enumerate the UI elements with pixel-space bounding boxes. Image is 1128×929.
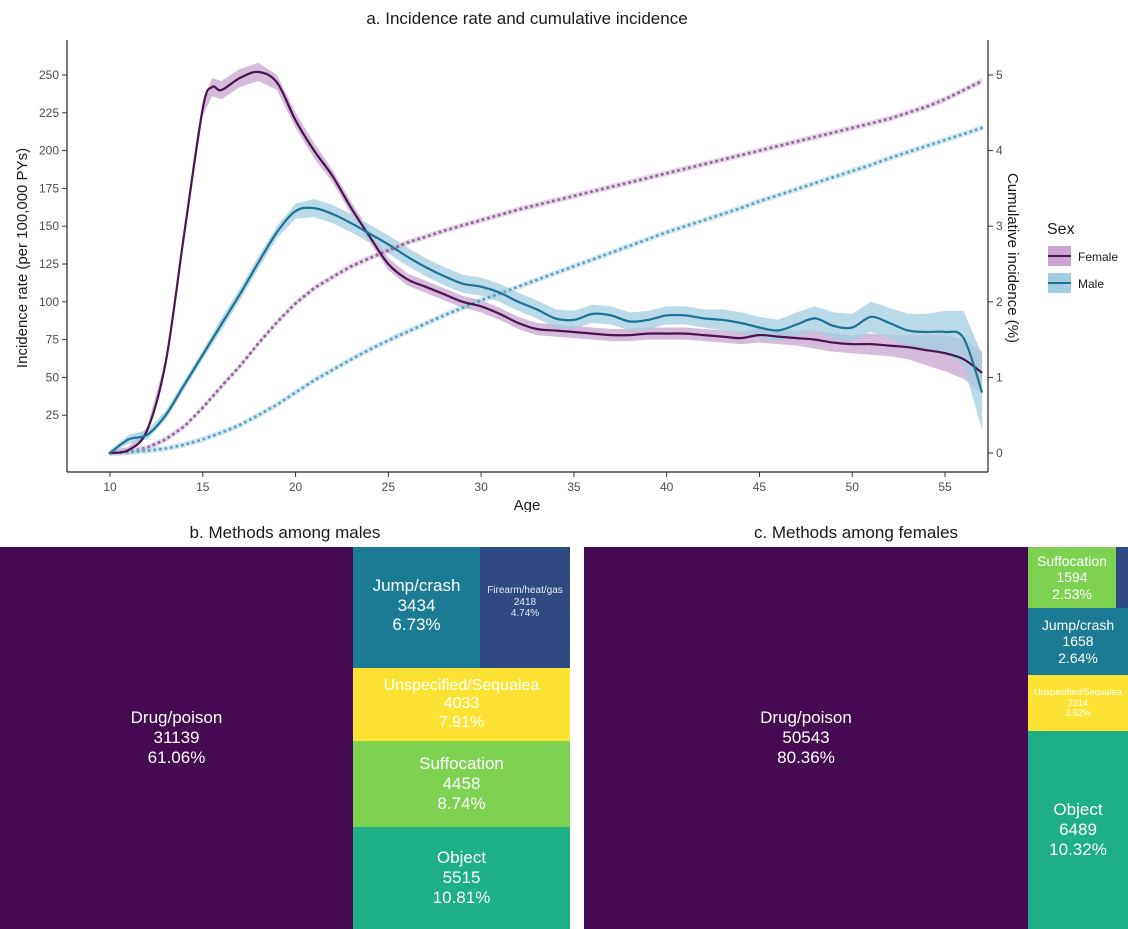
cell-label: Drug/poison (130, 708, 223, 728)
legend-label-male: Male (1078, 277, 1104, 291)
female-cumulative-band (110, 78, 983, 456)
treemap-cell-drug-poison: Drug/poison 31139 61.06% (0, 547, 353, 929)
treemap-cell-jump-crash-female: Jump/crash 1658 2.64% (1028, 608, 1128, 675)
female-cumulative-line (108, 79, 984, 455)
x-tick-label: 35 (567, 480, 581, 494)
cell-label: Drug/poison (760, 708, 852, 728)
cell-percent: 2.64% (1058, 649, 1098, 666)
male-cumulative-line (108, 126, 984, 455)
x-tick-label: 15 (196, 480, 210, 494)
y-tick-label: 125 (39, 257, 59, 271)
y2-tick-label: 2 (996, 295, 1003, 309)
cell-label: Object (1053, 800, 1103, 820)
cell-count: 1594 (1056, 569, 1088, 586)
x-tick-label: 10 (103, 480, 117, 494)
y-tick-label: 200 (39, 144, 59, 158)
y2-axis-label: Cumulative incidence (%) (1004, 173, 1021, 343)
cell-count: 50543 (782, 728, 830, 748)
cell-label: Suffocation (1037, 553, 1107, 570)
y2-tick-label: 1 (996, 370, 1003, 384)
treemap-cell-unspecified-sequalea-female: Unspecified/Sequalea 2214 3.52% (1028, 675, 1128, 731)
cell-count: 4458 (442, 774, 481, 794)
cell-count: 2214 (1067, 697, 1089, 708)
cell-label: Unspecified/Sequalea (383, 676, 540, 694)
cell-count: 1658 (1062, 633, 1094, 650)
x-tick-label: 30 (474, 480, 488, 494)
x-tick-label: 25 (382, 480, 396, 494)
y-tick-label: 100 (39, 295, 59, 309)
treemap-cell-drug-poison-female: Drug/poison 50543 80.36% (584, 547, 1028, 929)
cell-count: 5515 (442, 868, 481, 888)
cell-label: Jump/crash (1041, 617, 1115, 634)
cell-percent: 8.74% (437, 793, 486, 813)
cell-label: Object (436, 848, 487, 868)
treemap-cell-suffocation: Suffocation 4458 8.74% (353, 741, 570, 827)
legend-title: Sex (1047, 221, 1075, 238)
treemap-cell-jump-crash: Jump/crash 3434 6.73% (353, 547, 480, 668)
female-confidence-band (110, 62, 983, 454)
x-tick-label: 45 (753, 480, 767, 494)
treemap-cell-other-female (1116, 547, 1128, 608)
cell-label: Suffocation (419, 754, 504, 774)
incidence-chart: a. Incidence rate and cumulative inciden… (14, 9, 1118, 512)
cell-percent: 10.32% (1049, 839, 1107, 859)
cell-percent: 6.73% (392, 615, 441, 635)
y-tick-label: 50 (46, 370, 60, 384)
cell-count: 6489 (1059, 820, 1097, 840)
cell-count: 3434 (397, 595, 436, 615)
x-tick-label: 40 (660, 480, 674, 494)
cell-percent: 10.81% (432, 887, 491, 907)
y2-tick-label: 5 (996, 68, 1003, 82)
y-tick-label: 25 (46, 408, 60, 422)
treemap-cell-firearm-heat-gas: Firearm/heat/gas 2418 4.74% (480, 547, 570, 668)
treemap-cell-unspecified-sequalea: Unspecified/Sequalea 4033 7.91% (353, 668, 570, 741)
y2-tick-label: 4 (996, 144, 1003, 158)
cell-percent: 2.53% (1052, 585, 1092, 602)
panel-b-title: b. Methods among males (189, 523, 381, 542)
y-tick-label: 225 (39, 106, 59, 120)
panel-c-title: c. Methods among females (753, 523, 959, 542)
x-tick-label: 50 (846, 480, 860, 494)
x-axis-label: Age (514, 497, 541, 512)
y-tick-label: 250 (39, 68, 59, 82)
treemap-cell-object-female: Object 6489 10.32% (1028, 731, 1128, 929)
female-incidence-line (109, 70, 983, 455)
y2-tick-label: 0 (996, 446, 1003, 460)
cell-count: 4033 (443, 695, 480, 713)
treemap-cell-suffocation-female: Suffocation 1594 2.53% (1028, 547, 1116, 608)
y-tick-label: 150 (39, 219, 59, 233)
cell-count: 2418 (513, 596, 537, 608)
cell-label: Firearm/heat/gas (487, 585, 563, 596)
cell-percent: 80.36% (777, 747, 835, 767)
treemap-cell-object: Object 5515 10.81% (353, 827, 570, 929)
cell-count: 31139 (153, 728, 200, 748)
cell-label: Jump/crash (372, 576, 461, 595)
chart-title: a. Incidence rate and cumulative inciden… (366, 9, 687, 28)
y-tick-label: 75 (46, 333, 60, 347)
male-cumulative-band (110, 124, 983, 457)
legend-label-female: Female (1078, 250, 1118, 264)
y-axis-label: Incidence rate (per 100,000 PYs) (14, 148, 31, 368)
y-tick-label: 175 (39, 181, 59, 195)
cell-label: Unspecified/Sequalea (1034, 687, 1122, 698)
cell-percent: 4.74% (510, 608, 540, 620)
x-tick-label: 55 (938, 480, 952, 494)
cell-percent: 7.91% (438, 713, 485, 731)
x-tick-label: 20 (289, 480, 303, 494)
cell-percent: 61.06% (147, 747, 206, 767)
male-incidence-line (109, 206, 984, 454)
male-confidence-band (110, 199, 983, 453)
cell-percent: 3.52% (1065, 708, 1091, 719)
y2-tick-label: 3 (996, 219, 1003, 233)
